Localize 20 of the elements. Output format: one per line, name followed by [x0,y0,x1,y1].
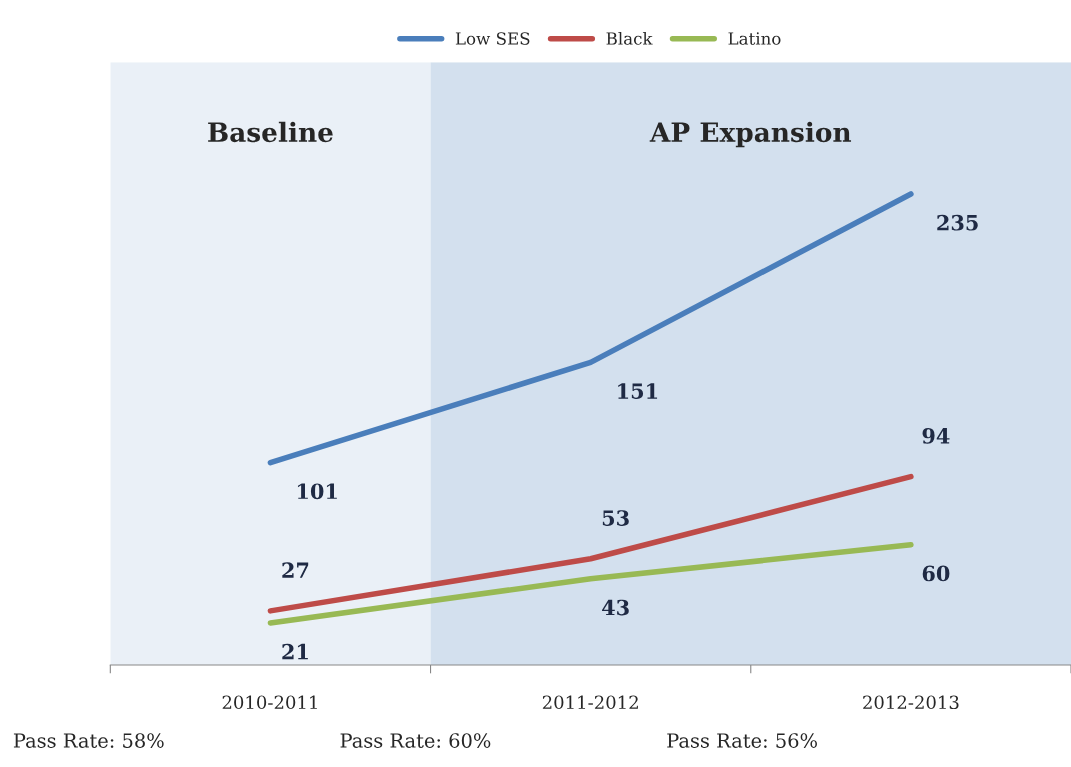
data-label: 21 [282,643,308,660]
data-label: 60 [922,565,950,582]
x-tick-label: 2012-2013 [863,695,959,710]
data-label: 43 [602,599,629,616]
band-label: Baseline [208,121,333,143]
legend-label: Black [606,31,653,45]
x-tick-label: 2011-2012 [542,695,638,710]
legend-label: Latino [728,32,781,45]
text: Pass Rate: 58% [13,733,164,748]
data-label: 94 [922,427,950,444]
legend-label: Low SES [455,32,530,45]
text: Pass Rate: 60% [340,733,491,748]
x-tick-label: 2010-2011 [222,695,317,710]
data-label: 151 [618,383,658,399]
band-label: AP Expansion [649,121,852,148]
data-label: 53 [602,510,629,526]
text: Pass Rate: 56% [667,733,817,748]
data-label: 235 [937,214,978,231]
data-label: 101 [297,483,337,500]
data-label: 27 [282,562,309,578]
